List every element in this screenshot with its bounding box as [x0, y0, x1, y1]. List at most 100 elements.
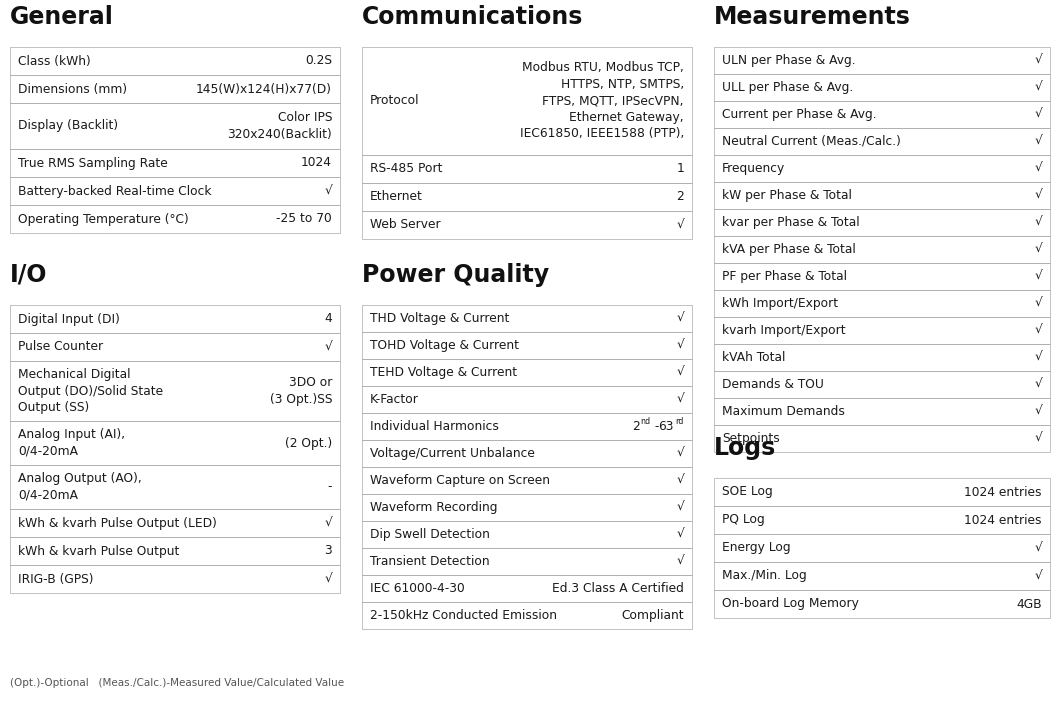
Text: 63: 63 [659, 420, 674, 433]
Text: PQ Log: PQ Log [722, 513, 765, 526]
Bar [714, 128, 1051, 155]
Text: Demands & TOU: Demands & TOU [722, 378, 824, 391]
Text: K-Factor: K-Factor [370, 393, 419, 406]
Text: √: √ [1035, 432, 1042, 445]
Text: 0.2S: 0.2S [305, 55, 333, 67]
Text: PF per Phase & Total: PF per Phase & Total [722, 270, 847, 283]
Text: kVA per Phase & Total: kVA per Phase & Total [722, 243, 856, 256]
Bar [362, 413, 692, 440]
Text: TEHD Voltage & Current: TEHD Voltage & Current [370, 366, 517, 379]
Text: Communications: Communications [362, 5, 584, 29]
Bar [10, 205, 340, 233]
Bar [362, 602, 692, 629]
Text: ULN per Phase & Avg.: ULN per Phase & Avg. [722, 54, 856, 67]
Text: √: √ [677, 339, 684, 352]
Bar [10, 465, 340, 509]
Text: Maximum Demands: Maximum Demands [722, 405, 845, 418]
Bar [362, 467, 692, 494]
Text: √: √ [1035, 351, 1042, 364]
Text: √: √ [1035, 162, 1042, 175]
Text: kVAh Total: kVAh Total [722, 351, 786, 364]
Text: 1024 entries: 1024 entries [965, 486, 1042, 498]
Text: √: √ [1035, 405, 1042, 418]
Text: 2: 2 [677, 190, 684, 204]
Text: Measurements: Measurements [714, 5, 911, 29]
Bar [362, 359, 692, 386]
Bar [714, 398, 1051, 425]
Text: rd: rd [676, 416, 684, 425]
Text: Power Quality: Power Quality [362, 263, 550, 287]
Bar [714, 47, 1051, 74]
Text: √: √ [677, 218, 684, 232]
Bar [10, 305, 340, 333]
Text: Transient Detection: Transient Detection [370, 555, 489, 568]
Bar [362, 332, 692, 359]
Text: kW per Phase & Total: kW per Phase & Total [722, 189, 851, 202]
Bar [714, 209, 1051, 236]
Text: Neutral Current (Meas./Calc.): Neutral Current (Meas./Calc.) [722, 135, 901, 148]
Bar [714, 155, 1051, 182]
Text: IEC 61000-4-30: IEC 61000-4-30 [370, 582, 465, 595]
Text: 4: 4 [324, 312, 333, 326]
Text: Setpoints: Setpoints [722, 432, 779, 445]
Bar [10, 565, 340, 593]
Text: kvarh Import/Export: kvarh Import/Export [722, 324, 846, 337]
Text: RS-485 Port: RS-485 Port [370, 162, 443, 176]
Bar [10, 177, 340, 205]
Bar [714, 317, 1051, 344]
Bar [362, 47, 692, 155]
Bar [10, 509, 340, 537]
Text: √: √ [677, 393, 684, 406]
Bar [714, 344, 1051, 371]
Text: Mechanical Digital
Output (DO)/Solid State
Output (SS): Mechanical Digital Output (DO)/Solid Sta… [18, 368, 163, 414]
Bar [10, 75, 340, 103]
Text: 2: 2 [632, 420, 640, 433]
Text: Digital Input (DI): Digital Input (DI) [18, 312, 120, 326]
Text: ULL per Phase & Avg.: ULL per Phase & Avg. [722, 81, 854, 94]
Text: General: General [10, 5, 114, 29]
Text: THD Voltage & Current: THD Voltage & Current [370, 312, 509, 325]
Bar [714, 425, 1051, 452]
Bar [714, 478, 1051, 506]
Text: √: √ [677, 474, 684, 487]
Text: IRIG-B (GPS): IRIG-B (GPS) [18, 573, 93, 585]
Text: Color IPS
320x240(Backlit): Color IPS 320x240(Backlit) [228, 111, 333, 140]
Text: √: √ [1035, 108, 1042, 121]
Text: Pulse Counter: Pulse Counter [18, 340, 103, 354]
Text: √: √ [324, 517, 333, 529]
Bar [362, 183, 692, 211]
Text: -25 to 70: -25 to 70 [276, 213, 333, 225]
Bar [362, 440, 692, 467]
Text: (Opt.)-Optional   (Meas./Calc.)-Measured Value/Calculated Value: (Opt.)-Optional (Meas./Calc.)-Measured V… [10, 678, 344, 688]
Text: Waveform Capture on Screen: Waveform Capture on Screen [370, 474, 550, 487]
Text: 1024 entries: 1024 entries [965, 513, 1042, 526]
Text: kWh & kvarh Pulse Output (LED): kWh & kvarh Pulse Output (LED) [18, 517, 217, 529]
Text: Protocol: Protocol [370, 95, 419, 107]
Bar [714, 101, 1051, 128]
Text: √: √ [1035, 216, 1042, 229]
Bar [714, 590, 1051, 618]
Text: Max./Min. Log: Max./Min. Log [722, 569, 807, 583]
Bar [10, 361, 340, 421]
Text: True RMS Sampling Rate: True RMS Sampling Rate [18, 157, 167, 169]
Text: Analog Output (AO),
0/4-20mA: Analog Output (AO), 0/4-20mA [18, 472, 142, 502]
Text: Dip Swell Detection: Dip Swell Detection [370, 528, 490, 541]
Text: Individual Harmonics: Individual Harmonics [370, 420, 499, 433]
Bar [714, 562, 1051, 590]
Text: √: √ [1035, 81, 1042, 94]
Text: Voltage/Current Unbalance: Voltage/Current Unbalance [370, 447, 535, 460]
Text: -: - [650, 420, 663, 433]
Text: √: √ [1035, 135, 1042, 148]
Bar [10, 149, 340, 177]
Text: Modbus RTU, Modbus TCP,
HTTPS, NTP, SMTPS,
FTPS, MQTT, IPSecVPN,
Ethernet Gatewa: Modbus RTU, Modbus TCP, HTTPS, NTP, SMTP… [520, 62, 684, 140]
Text: Ed.3 Class A Certified: Ed.3 Class A Certified [552, 582, 684, 595]
Text: √: √ [1035, 54, 1042, 67]
Bar [10, 333, 340, 361]
Text: 3DO or
(3 Opt.)SS: 3DO or (3 Opt.)SS [269, 376, 333, 406]
Bar [714, 74, 1051, 101]
Bar [362, 548, 692, 575]
Bar [714, 263, 1051, 290]
Text: √: √ [1035, 541, 1042, 555]
Bar [714, 290, 1051, 317]
Text: (2 Opt.): (2 Opt.) [285, 437, 333, 449]
